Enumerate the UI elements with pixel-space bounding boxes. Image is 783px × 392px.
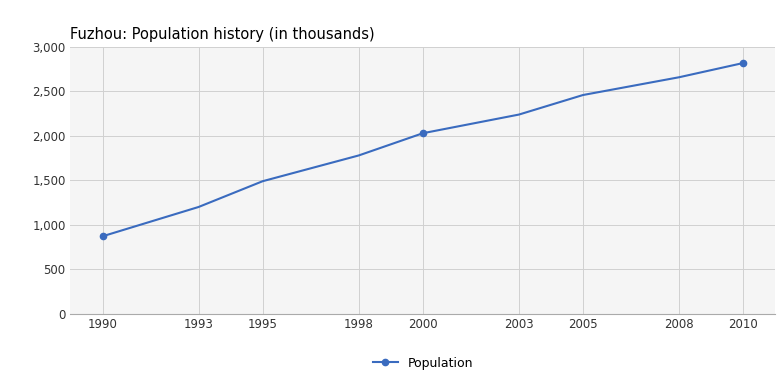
Text: Fuzhou: Population history (in thousands): Fuzhou: Population history (in thousands… (70, 27, 375, 42)
Legend: Population: Population (367, 352, 478, 375)
